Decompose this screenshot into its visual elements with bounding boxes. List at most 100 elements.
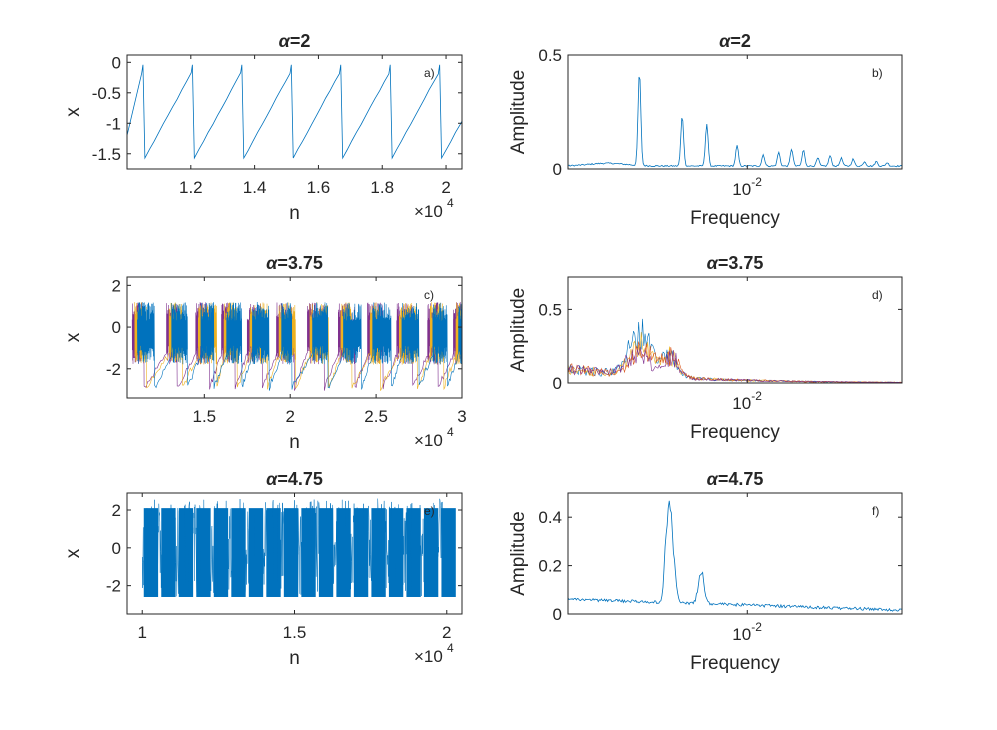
- x-tick-label: 1.5: [283, 623, 307, 642]
- x-tick-exponent: -2: [751, 620, 762, 634]
- title-value: =3.75: [718, 253, 764, 273]
- y-axis-label: Amplitude: [508, 511, 529, 596]
- title-value: =2: [290, 31, 311, 51]
- y-tick-label: 2: [112, 276, 121, 295]
- y-axis-label: x: [63, 332, 84, 342]
- plot-area-b: [568, 76, 902, 168]
- x-tick-label: 10: [732, 625, 751, 644]
- y-tick-label: 2: [112, 501, 121, 520]
- x-multiplier-exponent: 4: [447, 641, 454, 655]
- chart-title: α=2: [719, 31, 751, 51]
- chart-title: α=4.75: [707, 469, 764, 489]
- y-tick-label: 0.5: [538, 46, 562, 65]
- axes-box: [126, 54, 463, 170]
- chart-title: α=2: [279, 31, 311, 51]
- title-symbol: α: [266, 253, 278, 273]
- y-tick-label: -1: [106, 114, 121, 133]
- chart-c: 2 0 -2 1.5 2 2.5 3 ×10 4 α=3.75 n x c): [63, 253, 467, 453]
- series-run-3-line: [568, 341, 902, 383]
- plot-area-c: [131, 302, 462, 391]
- panel-label: d): [872, 288, 883, 302]
- title-symbol: α: [707, 469, 719, 489]
- title-value: =3.75: [277, 253, 323, 273]
- y-tick-label: 0.4: [538, 508, 562, 527]
- chart-title: α=4.75: [266, 469, 323, 489]
- plot-area-f: [568, 500, 902, 612]
- x-tick-label: 1.5: [192, 407, 216, 426]
- y-tick-label: 0: [553, 374, 562, 393]
- y-tick-label: -2: [106, 360, 121, 379]
- axes-box: [567, 276, 903, 384]
- x-axis-label: n: [289, 648, 300, 669]
- chart-d: 0 0.5 10 -2 α=3.75 Frequency Amplitude d): [508, 253, 903, 443]
- chart-title: α=3.75: [707, 253, 764, 273]
- x-multiplier: ×10: [414, 647, 443, 666]
- x-multiplier-exponent: 4: [447, 196, 454, 210]
- y-tick-label: 0: [112, 318, 121, 337]
- x-multiplier: ×10: [414, 202, 443, 221]
- x-tick-label: 1.8: [370, 178, 394, 197]
- title-symbol: α: [707, 253, 719, 273]
- plot-area-a: [127, 64, 462, 160]
- panel-label: f): [872, 504, 879, 518]
- title-symbol: α: [266, 469, 278, 489]
- title-symbol: α: [719, 31, 731, 51]
- x-tick-label: 2: [441, 178, 450, 197]
- x-tick-label: 10: [732, 394, 751, 413]
- y-axis-label: x: [63, 107, 84, 117]
- x-axis-label: n: [289, 203, 300, 224]
- axes-box: [126, 276, 463, 399]
- x-tick-label: 1.4: [243, 178, 267, 197]
- series-run-1-line: [568, 318, 902, 383]
- series-x-line: [141, 498, 447, 597]
- y-tick-label: 0.2: [538, 557, 562, 576]
- chart-title: α=3.75: [266, 253, 323, 273]
- x-tick-label: 3: [457, 407, 466, 426]
- series-run-4-line: [568, 346, 902, 383]
- series-run-2-line: [134, 302, 462, 391]
- x-tick-label: 1: [137, 623, 146, 642]
- series-spectrum-line: [568, 76, 902, 168]
- y-axis-label: x: [63, 548, 84, 558]
- panel-label: b): [872, 66, 883, 80]
- x-tick-label: 1.2: [179, 178, 203, 197]
- axes-box: [567, 492, 903, 615]
- x-axis-label: Frequency: [690, 653, 780, 674]
- y-tick-label: 0: [553, 160, 562, 179]
- panel-label: a): [424, 66, 435, 80]
- plot-area-e: [141, 498, 456, 597]
- title-value: =2: [730, 31, 751, 51]
- x-tick-exponent: -2: [751, 175, 762, 189]
- series-spectrum-line: [568, 500, 902, 612]
- y-axis-label: Amplitude: [508, 288, 529, 373]
- chart-b: 0 0.5 10 -2 α=2 Frequency Amplitude b): [508, 31, 903, 229]
- y-tick-label: 0.5: [538, 300, 562, 319]
- y-axis-label: Amplitude: [508, 70, 529, 155]
- panel-label: c): [424, 288, 434, 302]
- x-tick-exponent: -2: [751, 389, 762, 403]
- x-tick-label: 1.6: [307, 178, 331, 197]
- y-tick-label: 0: [553, 605, 562, 624]
- x-axis-label: Frequency: [690, 208, 780, 229]
- title-value: =4.75: [277, 469, 323, 489]
- chart-e: 2 0 -2 1 1.5 2 ×10 4 α=4.75 n x e): [63, 469, 463, 669]
- x-axis-label: Frequency: [690, 422, 780, 443]
- y-tick-label: 0: [112, 53, 121, 72]
- y-tick-label: -2: [106, 577, 121, 596]
- series-run-3-line: [137, 302, 462, 391]
- axes-box: [567, 54, 903, 170]
- x-tick-label: 10: [732, 180, 751, 199]
- x-tick-label: 2: [285, 407, 294, 426]
- x-tick-label: 2: [442, 623, 451, 642]
- series-run-1-line: [131, 302, 462, 391]
- y-tick-label: -0.5: [92, 84, 121, 103]
- panel-label: e): [424, 504, 435, 518]
- chart-f: 0 0.2 0.4 10 -2 α=4.75 Frequency Amplitude f): [508, 469, 903, 674]
- chart-a: 0 -0.5 -1 -1.5 1.2 1.4 1.6 1.8 2 ×10 4 α=2 n x a): [63, 31, 463, 224]
- x-tick-label: 2.5: [364, 407, 388, 426]
- x-multiplier: ×10: [414, 431, 443, 450]
- y-tick-label: 0: [112, 539, 121, 558]
- x-multiplier-exponent: 4: [447, 425, 454, 439]
- x-axis-label: n: [289, 432, 300, 453]
- series-x-line: [127, 64, 462, 160]
